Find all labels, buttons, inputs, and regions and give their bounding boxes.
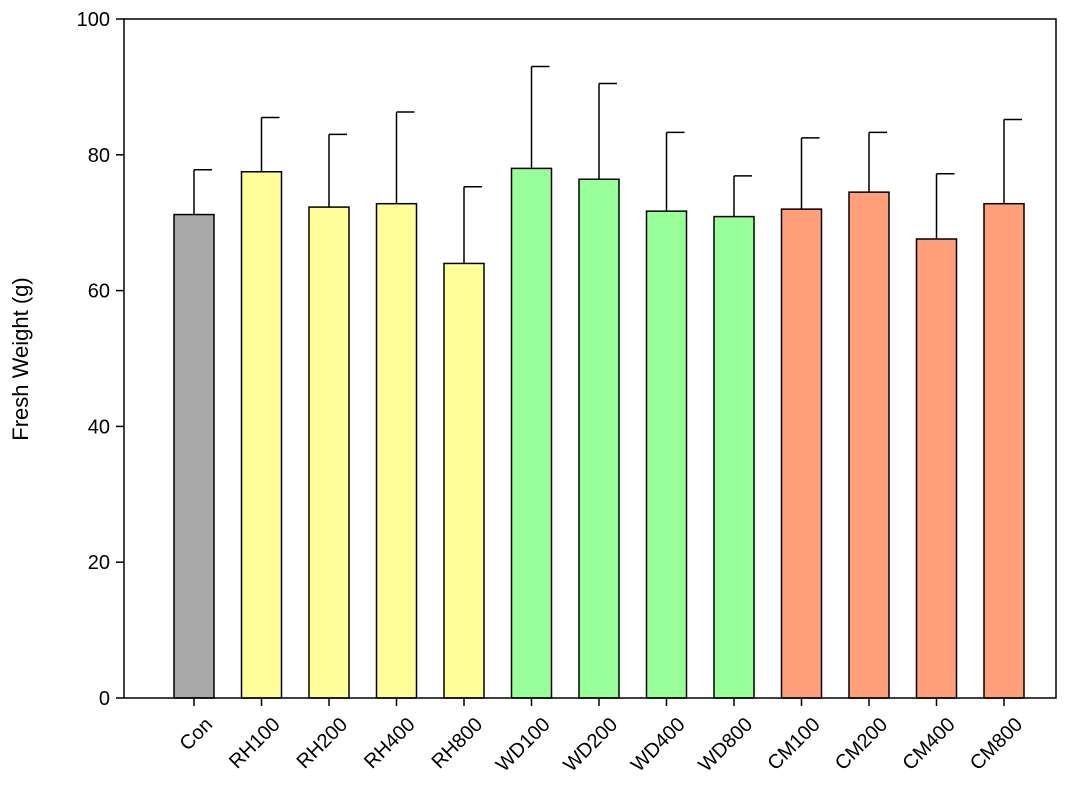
bar-wd100 — [510, 167, 553, 699]
y-tick-label: 0 — [99, 688, 110, 710]
bar-rh400 — [375, 202, 418, 699]
y-axis: 0 20 40 60 80 100 — [77, 9, 124, 710]
y-axis-title: Fresh Weight (g) — [8, 277, 33, 440]
x-tick-label: WD100 — [492, 714, 555, 777]
x-axis: Con RH100 RH200 RH400 RH800 WD100 WD200 WD400 WD… — [176, 698, 1027, 777]
x-tick-label: WD200 — [559, 714, 622, 777]
x-tick-label: RH400 — [360, 714, 420, 774]
x-tick-label: RH200 — [293, 714, 353, 774]
bar-con — [173, 213, 215, 699]
bar-wd400 — [645, 210, 688, 699]
y-tick-label: 100 — [77, 9, 110, 31]
y-tick-label: 60 — [88, 281, 110, 303]
x-tick-label: CM800 — [966, 714, 1027, 775]
y-tick-label: 80 — [88, 145, 110, 167]
y-tick-label: 40 — [88, 416, 110, 438]
y-tick-label: 20 — [88, 552, 110, 574]
bar-rh800 — [443, 262, 485, 699]
bar-rh200 — [308, 206, 350, 699]
x-tick-label: RH100 — [225, 714, 285, 774]
x-tick-label: WD800 — [694, 714, 757, 777]
error-bars-group — [193, 65, 1022, 264]
x-tick-label: Con — [176, 714, 218, 756]
x-tick-label: CM400 — [898, 714, 959, 775]
x-tick-label: WD400 — [627, 714, 690, 777]
x-tick-label: RH800 — [428, 714, 488, 774]
x-tick-label: CM100 — [763, 714, 824, 775]
bar-cm100 — [780, 208, 823, 699]
bar-rh100 — [240, 171, 283, 699]
bars-group — [173, 167, 1025, 699]
bar-wd800 — [713, 215, 755, 699]
x-tick-label: CM200 — [831, 714, 892, 775]
bar-cm800 — [983, 202, 1025, 699]
bar-cm200 — [848, 191, 890, 699]
bar-wd200 — [578, 178, 620, 699]
plot-frame — [123, 18, 1057, 699]
bar-cm400 — [915, 238, 958, 699]
